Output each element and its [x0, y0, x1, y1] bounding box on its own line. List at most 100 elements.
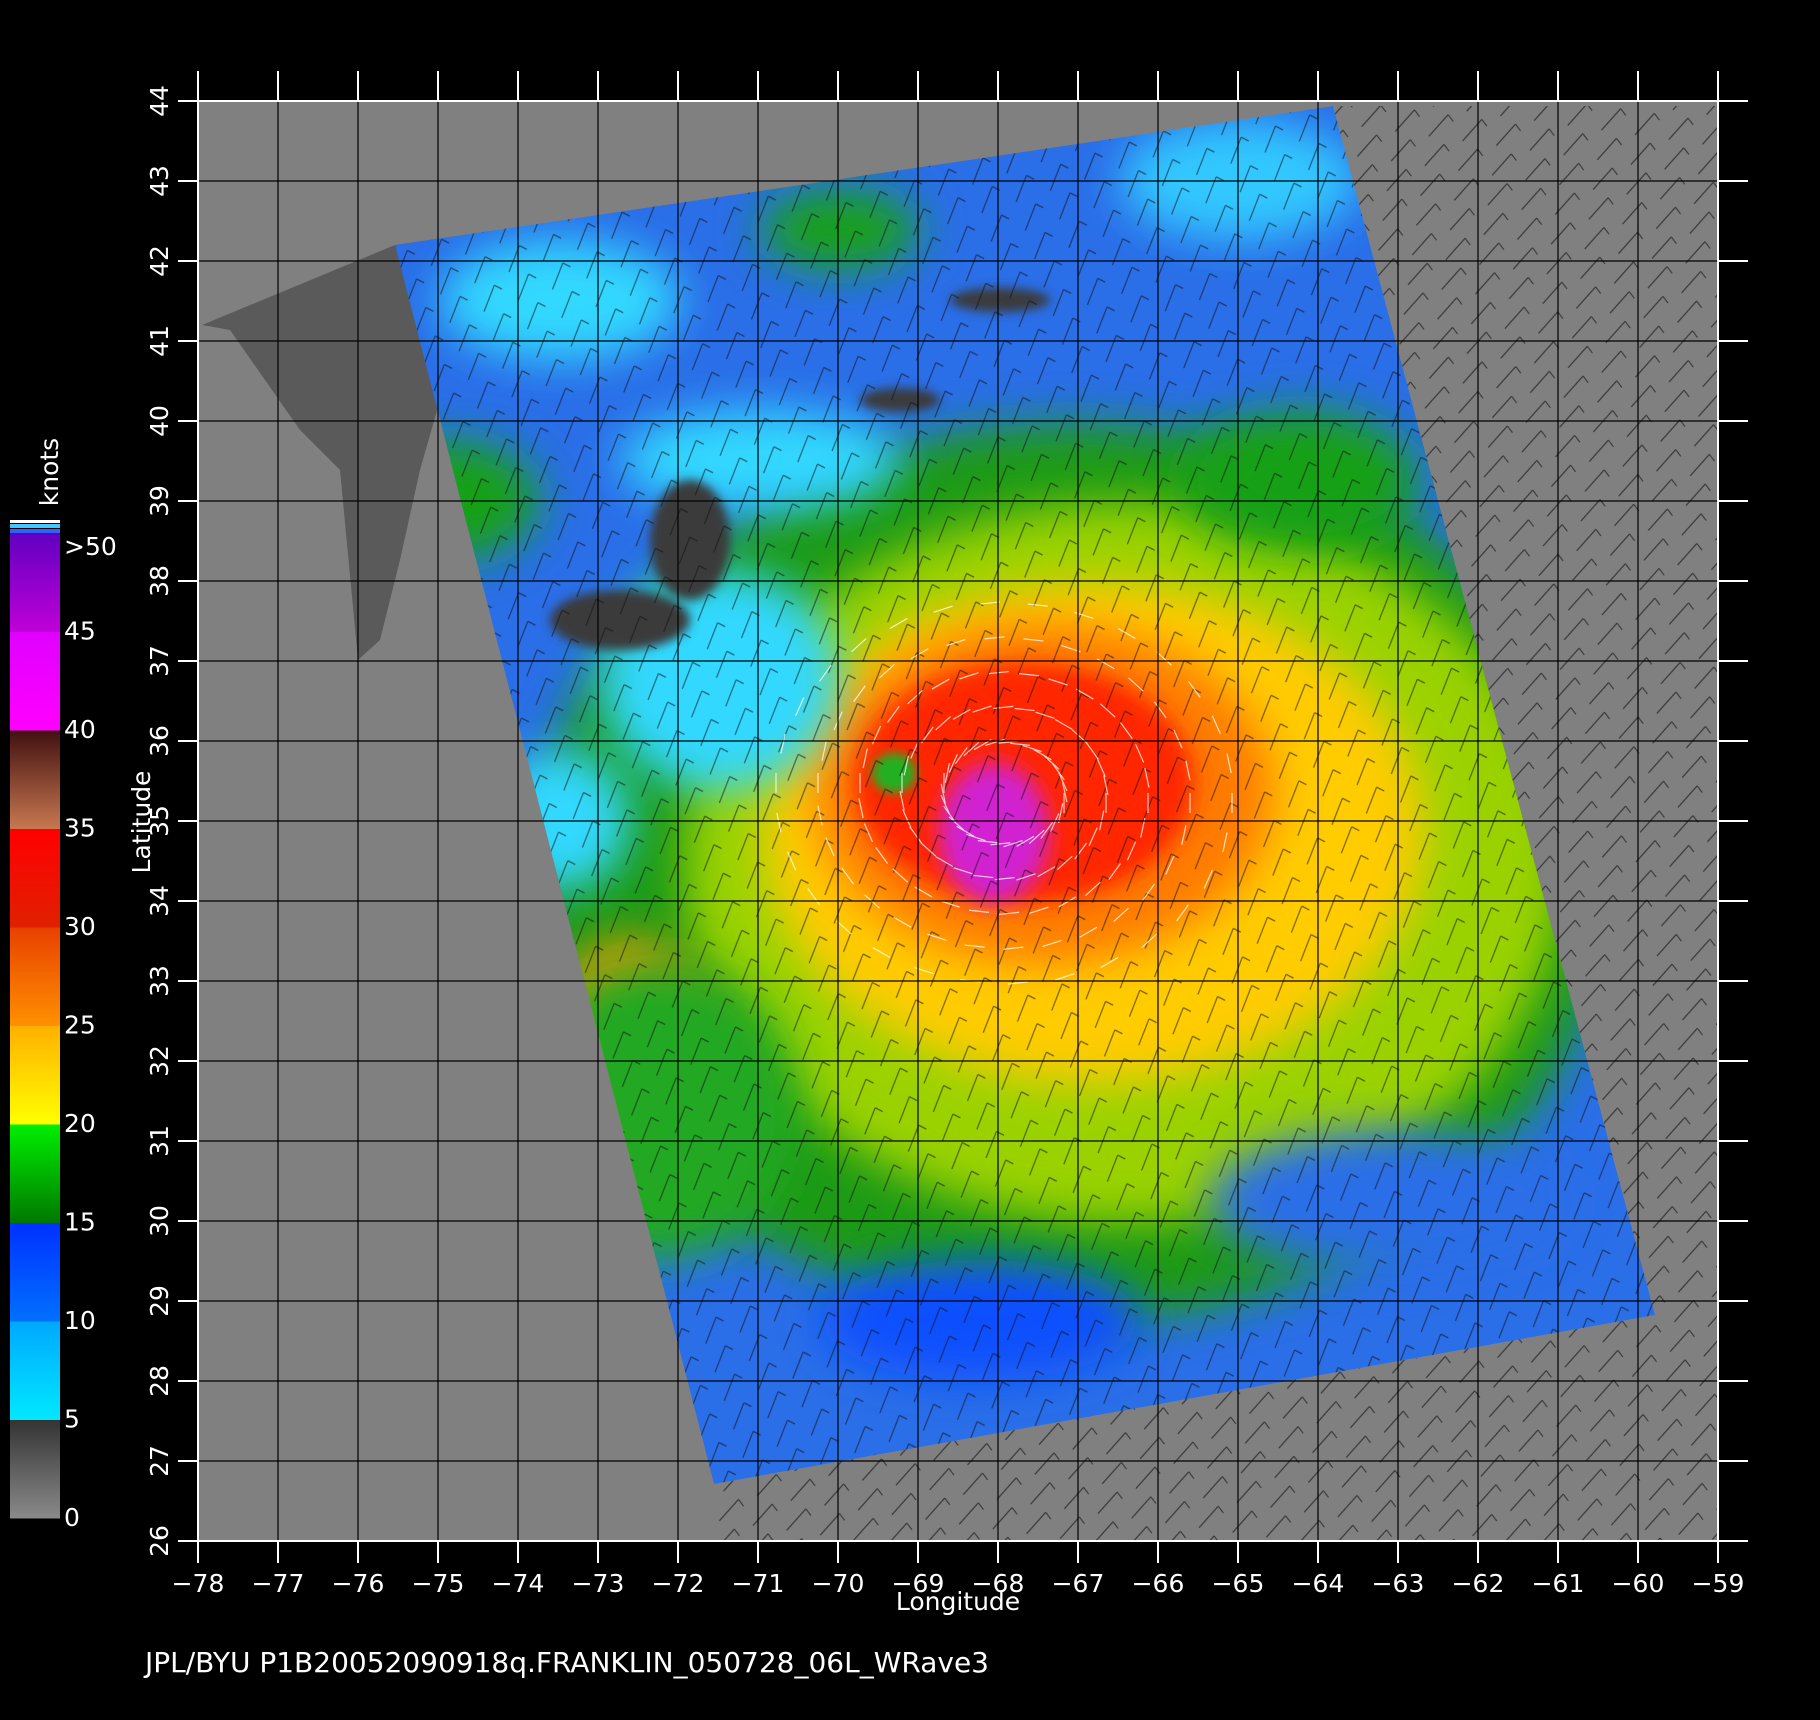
eyewall-wind-barb [1120, 722, 1133, 739]
colorbar-segment [10, 730, 60, 829]
eyewall-wind-barb [893, 916, 912, 928]
colorbar-cap-blue [10, 529, 60, 533]
y-axis-title: Latitude [127, 771, 156, 874]
eyewall-wind-barb [1050, 813, 1060, 832]
colorbar: knots >50 45 40 35 30 25 20 15 10 5 0 [10, 438, 117, 1532]
latitude-tick-label: 31 [145, 1125, 174, 1157]
longitude-tick-label: −60 [1612, 1569, 1665, 1598]
latitude-tick-label: 28 [145, 1365, 174, 1397]
longitude-tick-label: −74 [492, 1569, 545, 1598]
eyewall-wind-barb [1057, 803, 1064, 824]
longitude-tick-label: −66 [1132, 1569, 1185, 1598]
eyewall-wind-barb [985, 738, 1005, 747]
latitude-tick-label: 33 [145, 965, 174, 997]
eyewall-wind-barb [1028, 829, 1045, 844]
eyewall-wind-barb [1023, 638, 1044, 642]
eyewall-wind-barb [907, 689, 923, 705]
eyewall-wind-barb [910, 648, 929, 660]
eyewall-wind-barb [972, 705, 992, 713]
eyewall-wind-barb [1054, 718, 1073, 730]
eyewall-wind-barb [977, 840, 998, 844]
eyewall-wind-barb [1181, 825, 1187, 845]
longitude-tick-label: −67 [1052, 1569, 1105, 1598]
eyewall-wind-barb [935, 856, 954, 868]
eyewall-wind-barb [903, 755, 909, 776]
eyewall-wind-barb [1007, 981, 1028, 985]
eyewall-wind-barb [1085, 881, 1101, 897]
eyewall-wind-barb [1029, 906, 1049, 914]
colorbar-segment [10, 1124, 60, 1223]
eyewall-wind-barb [973, 874, 994, 879]
eyewall-wind-barb [993, 705, 1014, 710]
eyewall-wind-barb [1056, 855, 1073, 870]
latitude-tick-label: 35 [145, 805, 174, 837]
eyewall-wind-barb [984, 636, 1005, 640]
eyewall-wind-barb [1052, 763, 1065, 781]
eyewall-wind-barb [887, 705, 900, 723]
eyewall-wind-barb [851, 637, 867, 653]
eyewall-wind-barb [1203, 870, 1213, 889]
eyewall-wind-barb [1135, 743, 1145, 763]
eyewall-wind-barb [1018, 673, 1040, 677]
eyewall-wind-barb [853, 685, 866, 703]
longitude-tick-label: −75 [412, 1569, 465, 1598]
colorbar-label: 10 [64, 1306, 96, 1335]
eyewall-wind-barb [931, 678, 950, 690]
eyewall-wind-barb [862, 748, 868, 769]
eyewall-wind-barb [1043, 755, 1060, 770]
eyewall-wind-barb [990, 842, 1011, 846]
eyewall-wind-barb [959, 672, 979, 680]
eyewall-wind-barb [948, 816, 965, 831]
latitude-tick-label: 43 [145, 165, 174, 197]
eyewall-wind-barb [1010, 742, 1031, 746]
colorbar-segment [10, 631, 60, 731]
eyewall-wind-barb [1103, 775, 1109, 796]
eyewall-wind-barb [1153, 701, 1167, 719]
eyewall-wind-barb [1042, 939, 1062, 948]
eyewall-wind-barb [1099, 703, 1116, 718]
eyewall-wind-barb [940, 900, 960, 908]
latitude-tick-label: 36 [145, 725, 174, 757]
latitude-tick-label: 26 [145, 1525, 174, 1557]
longitude-tick-label: −62 [1452, 1569, 1505, 1598]
eyewall-wind-barb [863, 823, 873, 843]
eyewall-wind-barb [1075, 688, 1094, 700]
latitude-tick-label: 39 [145, 485, 174, 517]
eyewall-wind-barb [935, 716, 952, 731]
longitude-tick-label: −73 [572, 1569, 625, 1598]
colorbar-segment [10, 927, 60, 1026]
eyewall-wind-barb [889, 617, 908, 629]
eyewall-wind-barb [988, 670, 1009, 675]
eyewall-wind-barb [858, 798, 864, 819]
eyewall-wind-barb [940, 783, 946, 804]
longitude-tick-label: −69 [892, 1569, 945, 1598]
eyewall-wind-barb [1108, 863, 1121, 881]
colorbar-label: 45 [64, 617, 96, 646]
eyewall-wind-barb [1222, 832, 1228, 853]
longitude-tick-label: −72 [652, 1569, 705, 1598]
eyewall-wind-barb [1035, 711, 1055, 719]
eyewall-wind-barb [1016, 835, 1035, 847]
eyewall-wind-barb [1142, 883, 1155, 901]
eyewall-wind-barb [1086, 742, 1099, 760]
eyewall-wind-barb [953, 867, 973, 875]
latitude-tick-labels: 26 27 28 29 30 31 32 33 34 35 36 37 38 39 40 41 42 43 44 [145, 85, 174, 1557]
eyewall-wind-barb [920, 842, 937, 857]
colorbar-segment [10, 1222, 60, 1322]
eyewall-wind-barb [944, 762, 951, 783]
eyewall-wind-barb [780, 733, 786, 754]
eyewall-wind-barb [946, 638, 966, 647]
eyewall-wind-barb [1037, 866, 1056, 878]
longitude-tick-label: −64 [1292, 1569, 1345, 1598]
colorbar-segment [10, 1419, 60, 1519]
longitude-tick-label: −70 [812, 1569, 865, 1598]
eyewall-wind-barb [776, 812, 782, 833]
eyewall-wind-barb [836, 920, 852, 935]
colorbar-segment [10, 1321, 60, 1420]
eyewall-wind-barb [964, 944, 985, 948]
eyewall-wind-barb [1022, 744, 1042, 753]
eyewall-wind-barb [1058, 772, 1068, 792]
eyewall-wind-barb [1176, 904, 1189, 922]
eyewall-wind-barb [1014, 707, 1035, 712]
